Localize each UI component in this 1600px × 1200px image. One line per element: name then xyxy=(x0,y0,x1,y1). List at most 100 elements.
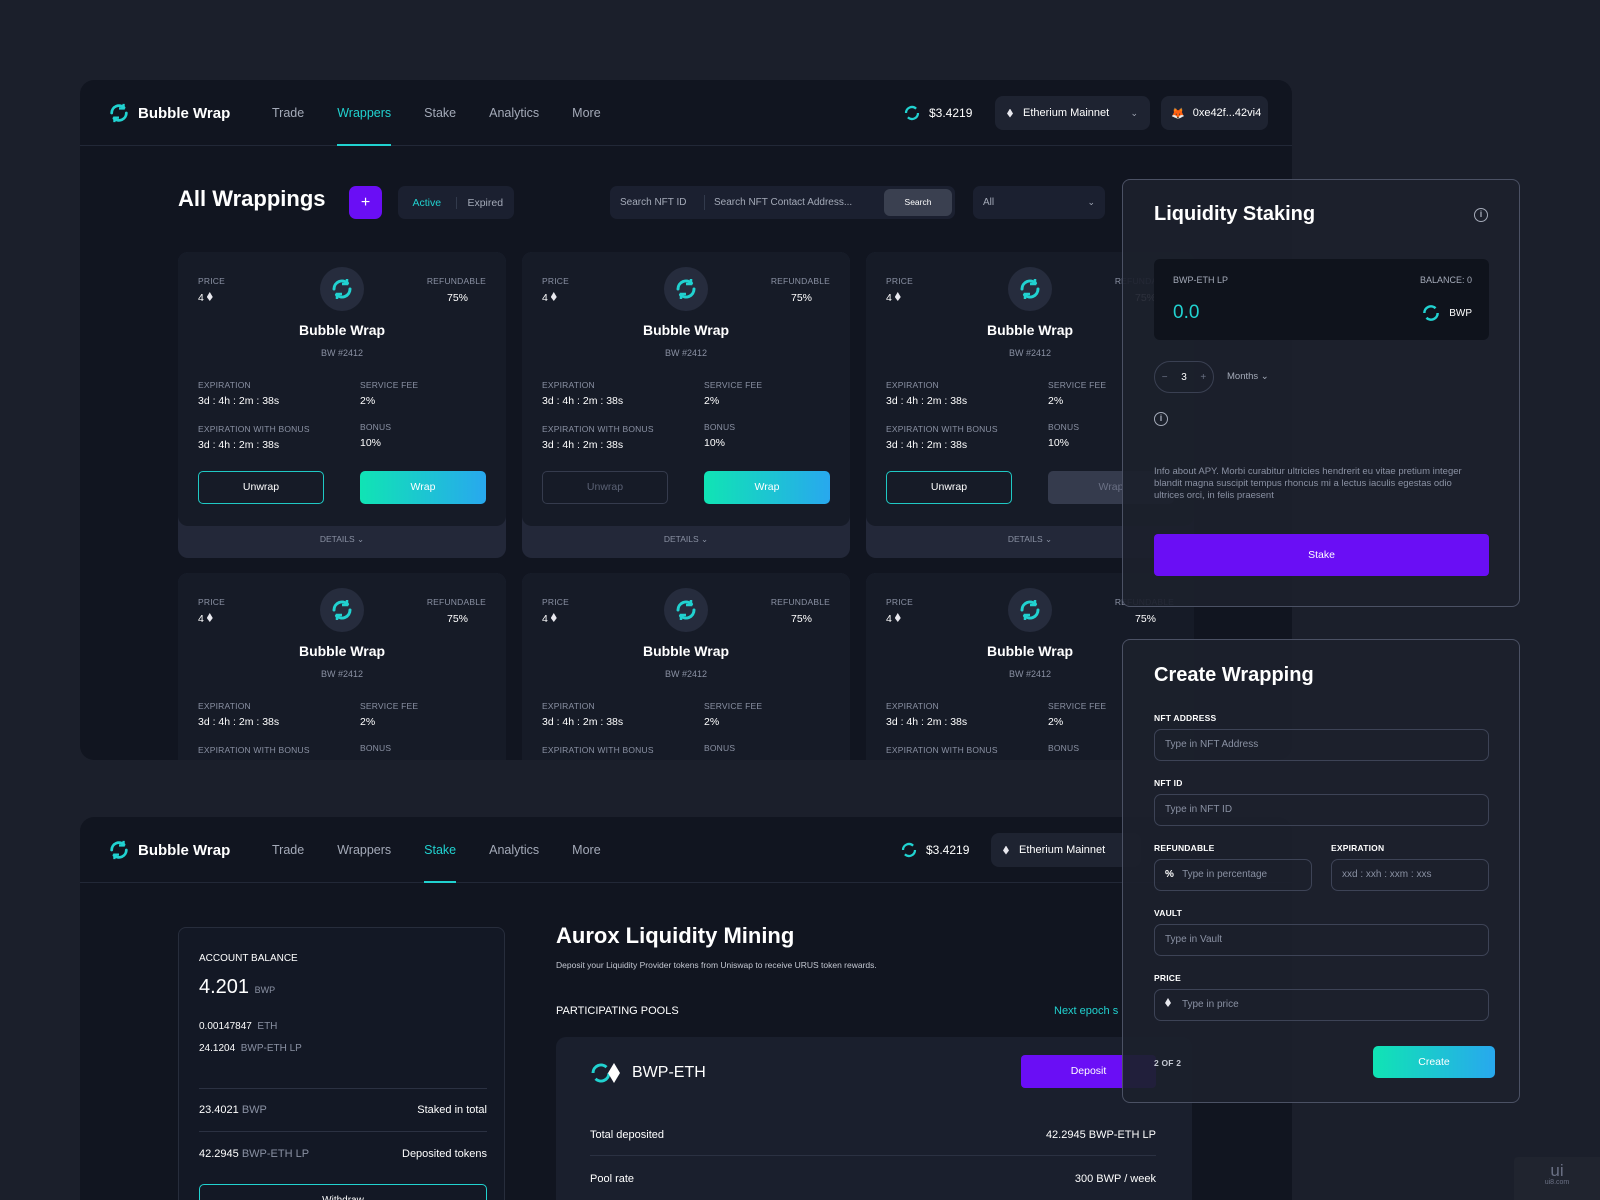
nft-avatar xyxy=(320,267,364,311)
bubble-wrap-logo-icon xyxy=(332,600,352,620)
unwrap-button[interactable]: Unwrap xyxy=(542,471,668,504)
plus-button[interactable]: + xyxy=(1200,371,1207,383)
wrap-button[interactable]: Wrap xyxy=(360,471,486,504)
vault-input[interactable]: Type in Vault xyxy=(1154,924,1489,956)
info-icon[interactable]: i xyxy=(1474,208,1488,222)
brand[interactable]: Bubble Wrap xyxy=(108,100,230,126)
chevron-down-icon: ⌄ xyxy=(1045,534,1053,544)
refundable-input[interactable]: % Type in percentage xyxy=(1154,859,1312,891)
network-selector[interactable]: Etherium Mainnet ⌄ xyxy=(995,96,1150,130)
expiration-bonus-label: EXPIRATION WITH BONUS xyxy=(886,745,998,755)
eth-balance: 0.00147847 ETH xyxy=(199,1021,277,1032)
expiration-value: 3d : 4h : 2m : 38s xyxy=(198,716,280,728)
token-price: $3.4219 xyxy=(903,104,972,122)
lp-unit: BWP-ETH LP xyxy=(240,1043,302,1054)
deposited-amount: 42.2945 xyxy=(199,1148,239,1160)
nft-id-input[interactable]: Type in NFT ID xyxy=(1154,794,1489,826)
network-selector[interactable]: Etherium Mainnet xyxy=(991,833,1141,867)
tab-active[interactable]: Active xyxy=(398,196,457,209)
balance-amount: 4.201 xyxy=(199,976,250,998)
lp-amount-box: BWP-ETH LP BALANCE: 0 0.0 BWP xyxy=(1154,259,1489,340)
nft-avatar xyxy=(664,588,708,632)
nft-address-input[interactable]: Type in NFT Address xyxy=(1154,729,1489,761)
create-button[interactable]: Create xyxy=(1373,1046,1495,1078)
price-value: 4 xyxy=(198,613,213,625)
lp-balance: BALANCE: 0 xyxy=(1419,275,1472,285)
duration-unit-select[interactable]: Months ⌄ xyxy=(1227,371,1269,382)
unwrap-button[interactable]: Unwrap xyxy=(198,471,324,504)
details-label: DETAILS xyxy=(319,534,355,544)
brand-name: Bubble Wrap xyxy=(138,841,231,859)
details-toggle[interactable]: DETAILS ⌄ xyxy=(178,534,506,545)
nav-trade[interactable]: Trade xyxy=(272,106,305,120)
price-label: PRICE xyxy=(198,597,225,607)
total-deposited-row: Total deposited 42.2945 BWP-ETH LP xyxy=(590,1129,1156,1141)
service-fee-label: SERVICE FEE xyxy=(360,701,419,711)
card-body: PRICE 4 REFUNDABLE 75% Bubble Wrap BW #2412 E… xyxy=(178,573,506,760)
expiration-input[interactable]: xxd : xxh : xxm : xxs xyxy=(1331,859,1489,891)
nav-stake[interactable]: Stake xyxy=(424,817,456,883)
refundable-placeholder: Type in percentage xyxy=(1182,869,1268,880)
refundable-label: REFUNDABLE xyxy=(426,597,486,607)
search-button[interactable]: Search xyxy=(884,189,952,216)
service-fee-label: SERVICE FEE xyxy=(360,380,419,390)
search-nft-id-input[interactable]: Search NFT ID xyxy=(620,197,687,208)
staked-label: Staked in total xyxy=(417,1104,487,1116)
network-name: Etherium Mainnet xyxy=(1019,844,1106,856)
details-toggle[interactable]: DETAILS ⌄ xyxy=(522,534,850,545)
bonus-value: 10% xyxy=(360,437,382,449)
deposit-button[interactable]: Deposit xyxy=(1021,1055,1156,1088)
watermark-sub: ui8.com xyxy=(1544,1179,1570,1186)
staked-amount: 23.4021 xyxy=(199,1104,239,1116)
nav-wrappers[interactable]: Wrappers xyxy=(337,843,392,857)
nav-stake[interactable]: Stake xyxy=(424,106,457,120)
price-value: 4 xyxy=(542,613,557,625)
card-id: BW #2412 xyxy=(1008,348,1052,358)
divider xyxy=(590,1155,1156,1156)
service-fee-value: 2% xyxy=(704,395,720,407)
wallet-button[interactable]: 🦊 0xe42f...42vi4 xyxy=(1161,96,1268,130)
nav-analytics[interactable]: Analytics xyxy=(489,843,540,857)
nav-trade[interactable]: Trade xyxy=(272,843,305,857)
details-toggle[interactable]: DETAILS ⌄ xyxy=(866,534,1194,545)
token-icon xyxy=(904,105,920,121)
metamask-fox-icon: 🦊 xyxy=(1171,107,1185,120)
nav-analytics[interactable]: Analytics xyxy=(489,106,540,120)
price-label: PRICE xyxy=(886,276,913,286)
stake-button[interactable]: Stake xyxy=(1154,534,1489,576)
nav-more[interactable]: More xyxy=(572,106,601,120)
filter-select[interactable]: All ⌄ xyxy=(973,186,1105,219)
card-body: PRICE 4 REFUNDABLE 75% Bubble Wrap BW #2412 E… xyxy=(178,252,506,526)
price-input[interactable]: Type in price xyxy=(1154,989,1489,1021)
card-id: BW #2412 xyxy=(320,348,364,358)
lp-amount-input[interactable]: 0.0 xyxy=(1173,302,1200,323)
card-id: BW #2412 xyxy=(320,669,364,679)
tab-expired[interactable]: Expired xyxy=(467,196,504,209)
expiration-value: 3d : 4h : 2m : 38s xyxy=(886,395,968,407)
minus-button[interactable]: − xyxy=(1161,371,1168,383)
brand[interactable]: Bubble Wrap xyxy=(108,837,230,863)
unwrap-button[interactable]: Unwrap xyxy=(886,471,1012,504)
nav-wrappers[interactable]: Wrappers xyxy=(337,80,391,146)
card-id: BW #2412 xyxy=(1008,669,1052,679)
wrapping-card: PRICE 4 REFUNDABLE 75% Bubble Wrap BW #2412 E… xyxy=(178,252,506,558)
price-value: 4 xyxy=(198,292,213,304)
refundable-value: 75% xyxy=(1134,613,1156,625)
total-deposited-label: Total deposited xyxy=(590,1129,664,1141)
add-wrapping-button[interactable]: + xyxy=(349,186,382,219)
expiration-value: 3d : 4h : 2m : 38s xyxy=(198,395,280,407)
staked-unit: BWP xyxy=(241,1104,267,1116)
step-indicator: 2 OF 2 xyxy=(1154,1058,1182,1068)
service-fee-label: SERVICE FEE xyxy=(1048,380,1107,390)
apy-info-icon[interactable]: i xyxy=(1154,412,1168,426)
search-address-input[interactable]: Search NFT Contact Address... xyxy=(714,197,853,208)
next-epoch: Next epoch s xyxy=(1054,1005,1119,1017)
wrap-button[interactable]: Wrap xyxy=(704,471,830,504)
refundable-value: 75% xyxy=(790,613,812,625)
expiration-label: EXPIRATION xyxy=(198,701,251,711)
nav-more[interactable]: More xyxy=(572,843,601,857)
withdraw-button[interactable]: Withdraw xyxy=(199,1184,487,1200)
service-fee-label: SERVICE FEE xyxy=(1048,701,1107,711)
network-name: Etherium Mainnet xyxy=(1023,107,1110,119)
duration-stepper[interactable]: − 3 + xyxy=(1154,361,1214,393)
